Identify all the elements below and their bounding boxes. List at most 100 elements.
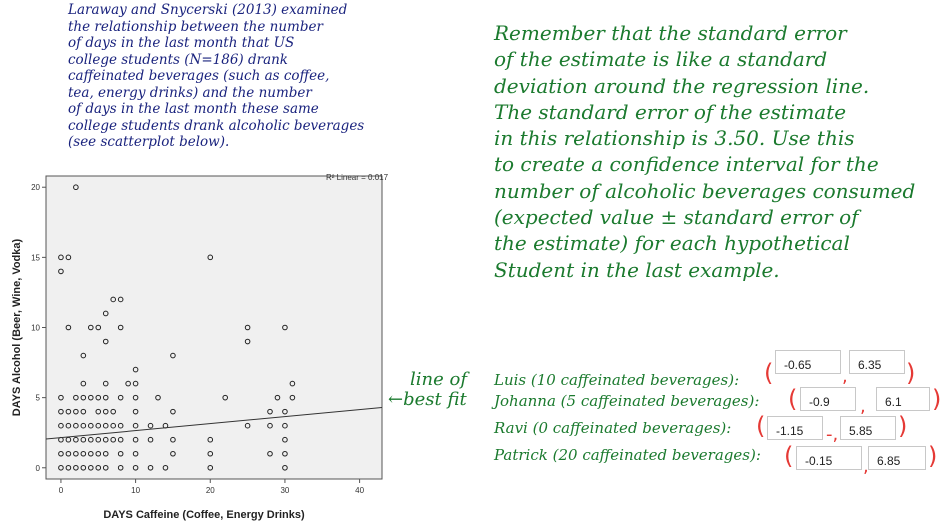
student-label-ravi: Ravi (0 caffeinated beverages): [494,419,732,437]
data-point [95,436,102,443]
data-point [95,408,102,415]
instruction-line: in this relationship is 3.50. Use this [494,126,855,151]
open-paren: ( [788,385,798,413]
johanna-upper-input[interactable] [876,387,930,411]
intro-line: (see scatterplot below). [68,134,230,150]
data-point [132,366,139,373]
data-point [110,296,116,303]
student-label-luis: Luis (10 caffeinated beverages): [494,371,740,389]
data-point [132,464,139,471]
intro-line: caffeinated beverages (such as coffee, [68,68,330,84]
data-point [65,450,72,457]
intro-line: college students (N=186) drank [68,51,288,68]
ravi-lower-input[interactable] [767,416,823,440]
best-fit-annotation: line of ←best fit [388,370,467,410]
data-point [58,408,64,415]
arrow-left-icon: ← [388,389,404,410]
data-point [73,394,79,401]
intro-line: of days in the last month these same [68,101,319,117]
data-point [88,394,94,401]
data-point [95,394,102,401]
comma-mark: , [860,396,866,417]
intro-line: of days in the last month that US [68,35,295,51]
data-point [110,436,116,443]
data-point [132,436,139,443]
x-axis-label: DAYS Caffeine (Coffee, Energy Drinks) [103,509,305,521]
data-point [117,394,124,401]
student-label-patrick: Patrick (20 caffeinated beverages): [494,446,761,464]
data-point [207,450,214,457]
patrick-upper-input[interactable] [868,446,926,470]
data-point [117,464,124,471]
data-point [267,422,273,429]
data-point [282,464,288,471]
instruction-line: (expected value ± standard error of [494,205,859,230]
comma-mark: , [863,456,869,477]
data-point [244,338,251,345]
luis-upper-input[interactable] [849,350,905,374]
intro-line: tea, energy drinks) and the number [68,84,312,101]
data-point [65,422,72,429]
data-point [58,450,64,457]
ravi-upper-input[interactable] [840,416,896,440]
data-point [65,464,72,471]
data-point [244,422,251,429]
data-point [162,464,169,471]
johanna-lower-input[interactable] [800,387,856,411]
close-paren: ) [928,442,938,470]
data-point [102,408,109,415]
intro-paragraph: Laraway and Snycerski (2013) examined th… [68,2,398,151]
data-point [95,450,102,457]
data-point [73,408,79,415]
intro-line: college students drank alcoholic beverag… [68,117,365,134]
instructions-paragraph: Remember that the standard error of the … [494,20,915,283]
y-tick-label: 5 [36,394,41,403]
data-point [147,436,154,443]
data-point [58,254,64,261]
instruction-line: Remember that the standard error [494,21,847,45]
close-paren: ) [906,359,916,387]
data-point [282,324,288,331]
scatterplot: 0 10 20 30 40 0 5 10 15 20 R² Linear = 0.017 DAYS… [11,173,389,521]
y-tick-label: 20 [31,183,40,192]
data-point [117,436,124,443]
data-point [88,324,94,331]
data-point [95,422,102,429]
data-point [170,408,176,415]
data-point [73,422,79,429]
x-tick-label: 10 [131,486,140,495]
data-point [102,380,109,387]
best-fit-line1: line of [410,369,467,390]
data-point [73,184,79,191]
data-point [95,464,102,471]
data-point [88,436,94,443]
intro-line: the relationship between the number [68,18,323,35]
data-point [274,394,281,401]
data-point [58,464,64,471]
luis-lower-input[interactable] [775,350,841,374]
data-point [117,422,124,429]
instruction-line: of the estimate is like a standard [494,47,828,72]
instruction-line: the estimate) for each hypothetical [494,231,850,256]
data-point [88,450,94,457]
best-fit-text: best fit [403,389,467,410]
data-point [88,422,94,429]
data-point [80,436,87,443]
data-point [102,394,109,401]
data-point [65,324,72,331]
data-point [132,380,139,387]
data-point [58,394,64,401]
data-point [80,408,87,415]
data-point [132,394,139,401]
data-point [80,352,87,359]
data-point [132,408,139,415]
open-paren: ( [764,359,774,387]
data-point [65,408,72,415]
data-point [282,450,288,457]
patrick-lower-input[interactable] [796,446,862,470]
instruction-line: deviation around the regression line. [494,73,870,98]
data-point [147,422,154,429]
axes-layer: 0 10 20 30 40 0 5 10 15 20 [31,183,365,495]
data-point [267,450,273,457]
data-point [80,380,87,387]
